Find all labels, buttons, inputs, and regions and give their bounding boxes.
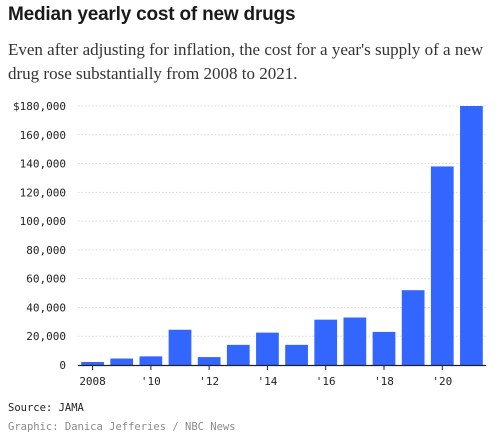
bar-2014 xyxy=(256,332,279,365)
bar-2012 xyxy=(197,357,221,365)
chart-title: Median yearly cost of new drugs xyxy=(8,4,296,25)
bar-2009 xyxy=(110,358,134,365)
y-tick-label: 160,000 xyxy=(20,129,66,142)
y-tick-label: 140,000 xyxy=(20,158,66,171)
x-axis-labels: 2008 '10 '12 '14 '16 '18 '20 xyxy=(79,365,452,388)
y-tick-label: 100,000 xyxy=(20,215,66,228)
bar-2016 xyxy=(314,319,338,365)
bar-2008 xyxy=(81,361,104,365)
chart-subtitle: Even after adjusting for inflation, the … xyxy=(8,40,484,83)
y-tick-label: 0 xyxy=(59,359,66,372)
bar-chart: 0 20,000 40,000 60,000 80,000 100,000 120,000 1… xyxy=(13,100,486,388)
y-tick-label: 20,000 xyxy=(26,330,66,343)
bars xyxy=(81,106,483,365)
x-tick-label: '14 xyxy=(257,375,277,388)
y-tick-label: 120,000 xyxy=(20,186,66,199)
bar-2017 xyxy=(343,317,367,365)
bar-2020 xyxy=(430,166,454,365)
x-tick-label: 2008 xyxy=(79,375,106,388)
bar-2015 xyxy=(285,344,308,365)
bar-2010 xyxy=(139,356,163,365)
x-tick-label: '18 xyxy=(374,375,394,388)
gridlines xyxy=(78,105,486,337)
bar-2021 xyxy=(460,106,483,365)
bar-2011 xyxy=(168,329,192,365)
bar-2019 xyxy=(401,290,425,365)
y-tick-label: $180,000 xyxy=(13,100,66,113)
x-tick-label: '20 xyxy=(432,375,452,388)
x-tick-label: '10 xyxy=(141,375,161,388)
y-tick-label: 60,000 xyxy=(26,273,66,286)
bar-2013 xyxy=(226,344,250,365)
source-note: Source: JAMA xyxy=(8,402,84,414)
y-tick-label: 80,000 xyxy=(26,244,66,257)
x-tick-label: '16 xyxy=(316,375,336,388)
y-tick-label: 40,000 xyxy=(26,301,66,314)
x-tick-label: '12 xyxy=(199,375,219,388)
bar-2018 xyxy=(372,331,396,365)
graphic-credit: Graphic: Danica Jefferies / NBC News xyxy=(8,421,236,433)
y-axis-labels: 0 20,000 40,000 60,000 80,000 100,000 120,000 1… xyxy=(13,100,66,372)
